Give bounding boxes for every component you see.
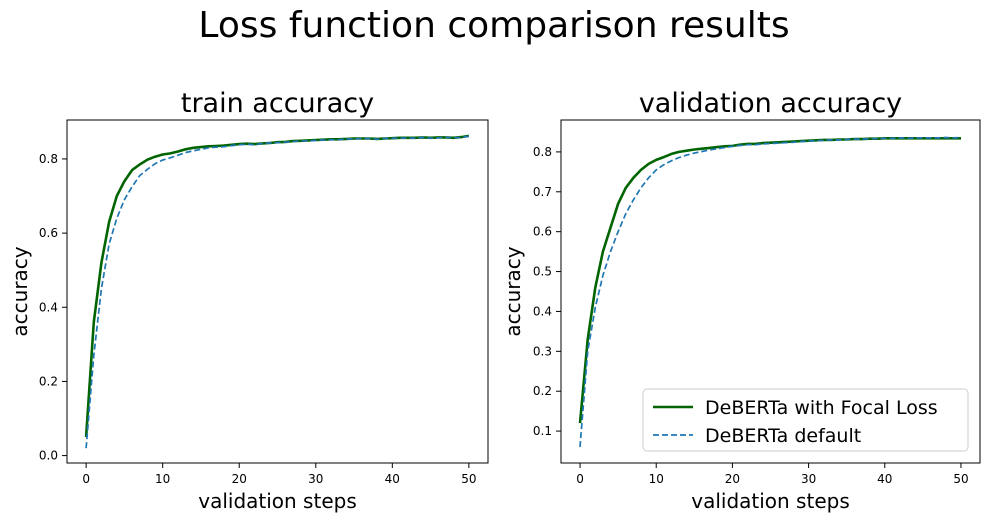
x-tick-label: 50: [953, 472, 968, 486]
y-tick-label: 0.8: [39, 152, 58, 166]
legend: DeBERTa with Focal Loss DeBERTa default: [642, 388, 969, 452]
y-tick-label: 0.1: [533, 424, 552, 438]
x-tick-label: 0: [82, 472, 90, 486]
y-tick-label: 0.2: [39, 374, 58, 388]
y-axis-label: accuracy: [501, 246, 525, 336]
y-tick-label: 0.5: [533, 265, 552, 279]
x-tick-label: 30: [801, 472, 816, 486]
x-axis-label: validation steps: [198, 489, 357, 513]
legend-label: DeBERTa default: [705, 425, 861, 447]
series-line-focal-loss: [84, 134, 470, 438]
x-tick-label: 0: [576, 472, 584, 486]
x-tick-label: 50: [461, 472, 476, 486]
x-tick-label: 10: [155, 472, 170, 486]
series-line-focal-loss: [578, 137, 961, 424]
series-line-default: [579, 136, 962, 448]
y-tick-label: 0.2: [533, 384, 552, 398]
axes-frame: [66, 119, 489, 464]
y-tick-label: 0.7: [533, 185, 552, 199]
series-line-default: [85, 135, 470, 449]
x-axis-label: validation steps: [691, 489, 850, 513]
y-tick-label: 0.6: [533, 225, 552, 239]
y-tick-label: 0.4: [39, 300, 58, 314]
x-tick-label: 20: [725, 472, 740, 486]
validation-accuracy-chart: validation accuracy validation steps accur…: [501, 88, 981, 513]
y-tick-label: 0.0: [39, 449, 58, 463]
x-tick-label: 30: [308, 472, 323, 486]
y-tick-label: 0.4: [533, 304, 552, 318]
x-tick-label: 20: [232, 472, 247, 486]
train-accuracy-chart: train accuracy validation steps accuracy 0 1…: [8, 88, 489, 513]
x-tick-label: 10: [649, 472, 664, 486]
x-tick-label: 40: [877, 472, 892, 486]
figure-title: Loss function comparison results: [198, 5, 789, 46]
y-tick-label: 0.8: [533, 145, 552, 159]
y-tick-label: 0.3: [533, 344, 552, 358]
axes-frame: [560, 119, 981, 464]
y-tick-label: 0.6: [39, 226, 58, 240]
chart-title: validation accuracy: [639, 88, 902, 119]
legend-box: [642, 388, 969, 452]
x-tick-label: 40: [385, 472, 400, 486]
legend-label: DeBERTa with Focal Loss: [705, 397, 938, 419]
y-axis-label: accuracy: [8, 246, 32, 336]
chart-title: train accuracy: [181, 88, 374, 119]
